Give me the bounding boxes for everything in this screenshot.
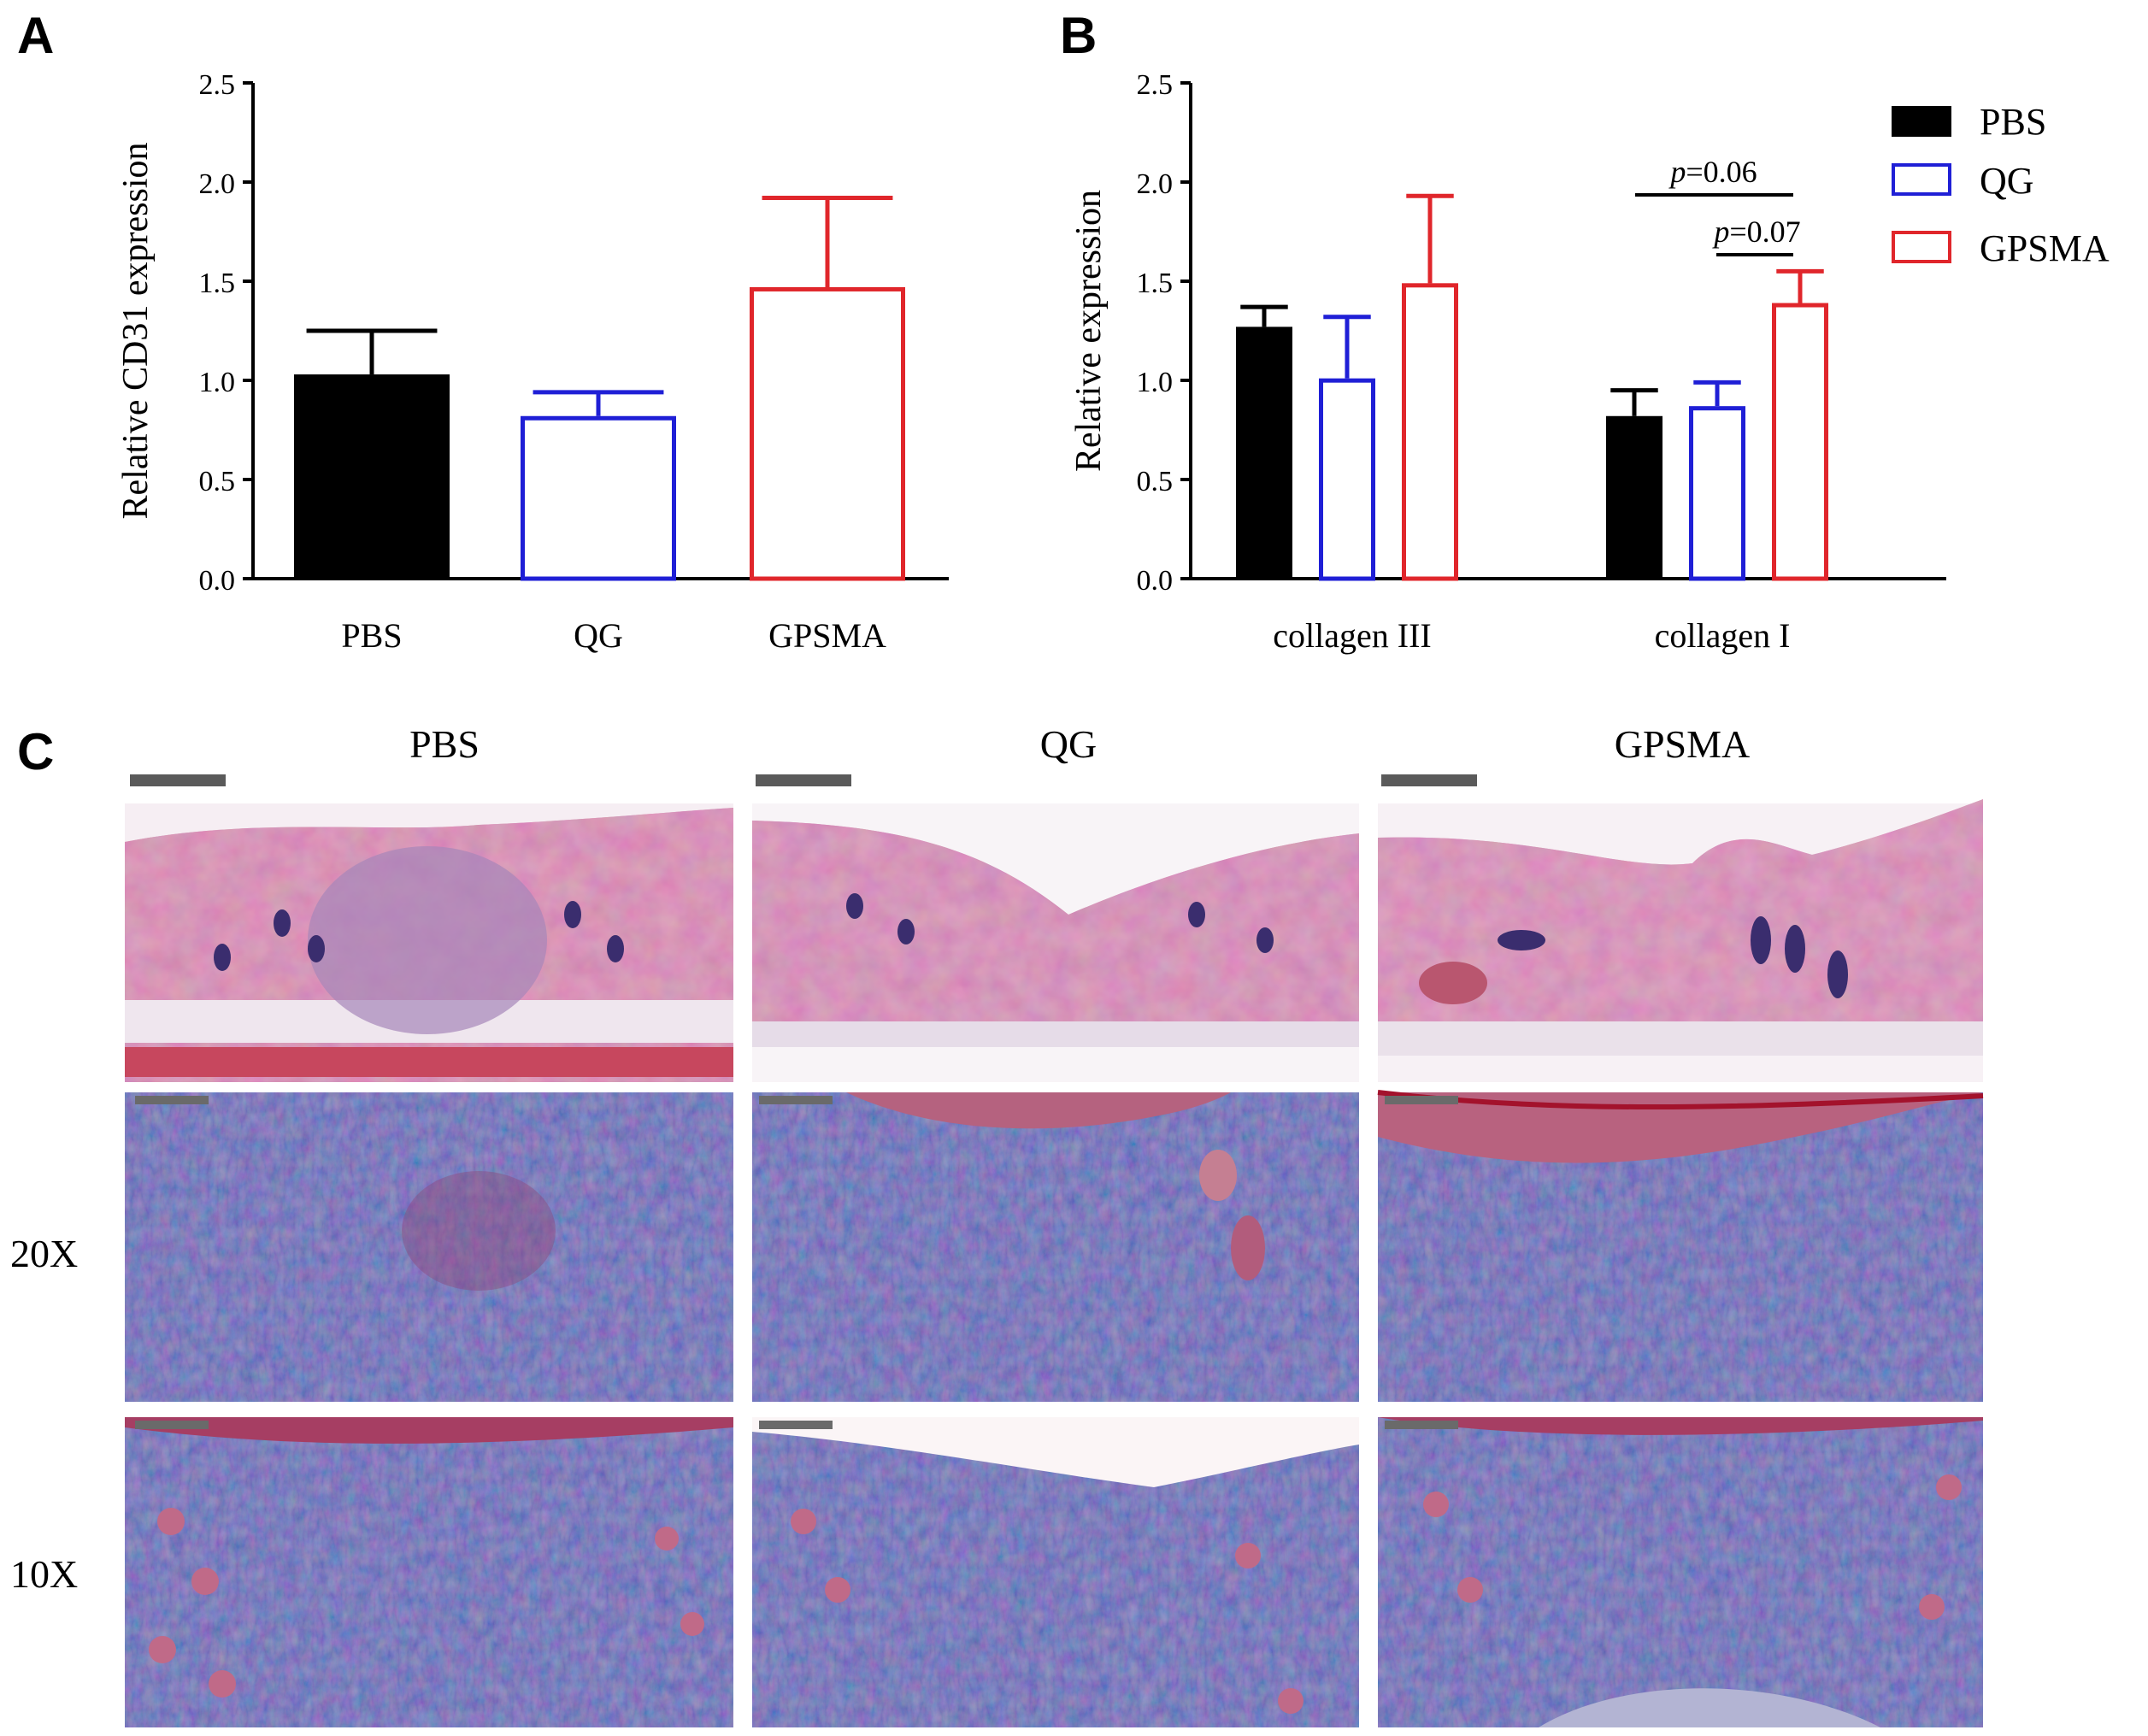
chart-a-tick-label-2: 1.0 xyxy=(199,367,236,398)
scale-bar-gpsma xyxy=(1381,774,1477,786)
row-label-20x: 20X xyxy=(10,1232,78,1275)
error-bar-collagen-i-gpsma xyxy=(1776,268,1824,303)
legend-swatch-gpsma xyxy=(1892,231,1951,263)
significance-label-p007: p=0.07 xyxy=(1711,215,1800,249)
chart-a: 0.0 0.5 1.0 1.5 2.0 2.5 PBS QG GPSMA Rel… xyxy=(116,69,949,655)
legend-label-qg: QG xyxy=(1980,160,2034,202)
scale-bar-qg xyxy=(756,774,851,786)
row-label-10x: 10X xyxy=(10,1552,78,1596)
error-bar-qg xyxy=(533,390,664,416)
scale-bar-10x-qg xyxy=(759,1421,833,1429)
bar-collagen-iii-qg xyxy=(1319,378,1375,581)
micrograph-he-gpsma xyxy=(1378,799,1983,1082)
chart-b-legend: PBS QG GPSMA xyxy=(1892,101,2110,269)
bar-collagen-iii-gpsma xyxy=(1402,283,1458,581)
micrograph-20x-gpsma xyxy=(1377,1090,1984,1402)
micrograph-10x-pbs xyxy=(125,1417,733,1727)
scale-bar-10x-pbs xyxy=(135,1421,209,1429)
scale-bar-pbs xyxy=(130,774,226,786)
micrograph-10x-gpsma xyxy=(1378,1417,1983,1727)
error-bar-collagen-i-qg xyxy=(1693,380,1741,407)
scale-bar-20x-gpsma xyxy=(1385,1096,1458,1104)
error-bar-collagen-i-pbs xyxy=(1610,388,1658,416)
chart-a-bars xyxy=(294,196,905,581)
chart-b-tick-label-1: 0.5 xyxy=(1137,466,1174,497)
chart-a-tick-label-0: 0.0 xyxy=(199,565,236,597)
error-bar-collagen-iii-qg xyxy=(1323,315,1371,379)
chart-a-tick-label-1: 0.5 xyxy=(199,466,236,497)
bar-collagen-i-qg xyxy=(1689,406,1745,581)
chart-b-tick-label-5: 2.5 xyxy=(1137,69,1174,101)
significance-label-p006: p=0.06 xyxy=(1668,155,1757,189)
chart-a-tick-label-5: 2.5 xyxy=(199,69,236,101)
error-bar-collagen-iii-gpsma xyxy=(1406,193,1454,284)
column-title-gpsma: GPSMA xyxy=(1615,722,1751,766)
legend-label-gpsma: GPSMA xyxy=(1980,227,2110,269)
column-title-pbs: PBS xyxy=(409,722,480,766)
panel-label-c: C xyxy=(17,723,54,780)
scale-bar-10x-gpsma xyxy=(1385,1421,1458,1429)
bar-gpsma xyxy=(750,286,905,581)
bar-qg xyxy=(521,415,676,581)
bar-pbs xyxy=(294,374,450,579)
chart-a-y-axis-title: Relative CD31 expression xyxy=(116,143,156,520)
scale-bar-20x-pbs xyxy=(135,1096,209,1104)
error-bar-collagen-iii-pbs xyxy=(1240,304,1288,327)
legend-swatch-pbs xyxy=(1892,106,1951,137)
chart-b-y-axis-title: Relative expression xyxy=(1069,190,1109,472)
chart-b-x-label-collagen-iii: collagen III xyxy=(1273,616,1431,655)
chart-a-x-label-gpsma: GPSMA xyxy=(768,616,886,655)
chart-b-tick-label-3: 1.5 xyxy=(1137,268,1174,299)
chart-b-x-label-collagen-i: collagen I xyxy=(1655,616,1791,655)
micrograph-20x-pbs xyxy=(125,1092,733,1402)
chart-a-tick-label-3: 1.5 xyxy=(199,268,236,299)
scale-bar-20x-qg xyxy=(759,1096,833,1104)
chart-b: 0.0 0.5 1.0 1.5 2.0 2.5 collagen III col… xyxy=(1069,69,2110,655)
chart-a-x-label-qg: QG xyxy=(574,616,623,655)
chart-b-y-ticks xyxy=(1180,81,1191,580)
micrograph-10x-qg xyxy=(752,1417,1359,1727)
micrograph-panel: PBS QG GPSMA 20X 10X xyxy=(10,722,1984,1727)
micrograph-he-pbs xyxy=(125,803,733,1082)
legend-label-pbs: PBS xyxy=(1980,101,2046,143)
error-bar-pbs xyxy=(306,328,438,375)
error-bar-gpsma xyxy=(762,196,893,287)
chart-a-x-label-pbs: PBS xyxy=(341,616,402,655)
chart-b-bars xyxy=(1236,193,1828,581)
bar-collagen-i-pbs xyxy=(1606,415,1662,579)
chart-b-tick-label-4: 2.0 xyxy=(1137,168,1174,200)
micrograph-he-qg xyxy=(752,803,1359,1082)
bar-collagen-iii-pbs xyxy=(1236,327,1292,579)
chart-a-tick-label-4: 2.0 xyxy=(199,168,236,200)
panel-label-a: A xyxy=(17,7,54,64)
chart-b-tick-label-2: 1.0 xyxy=(1137,367,1174,398)
micrograph-20x-qg xyxy=(752,1092,1359,1402)
legend-swatch-qg xyxy=(1892,163,1951,196)
column-title-qg: QG xyxy=(1040,722,1097,766)
chart-a-y-ticks xyxy=(243,81,253,580)
panel-label-b: B xyxy=(1060,7,1097,64)
chart-b-tick-label-0: 0.0 xyxy=(1137,565,1174,597)
bar-collagen-i-gpsma xyxy=(1772,303,1828,581)
